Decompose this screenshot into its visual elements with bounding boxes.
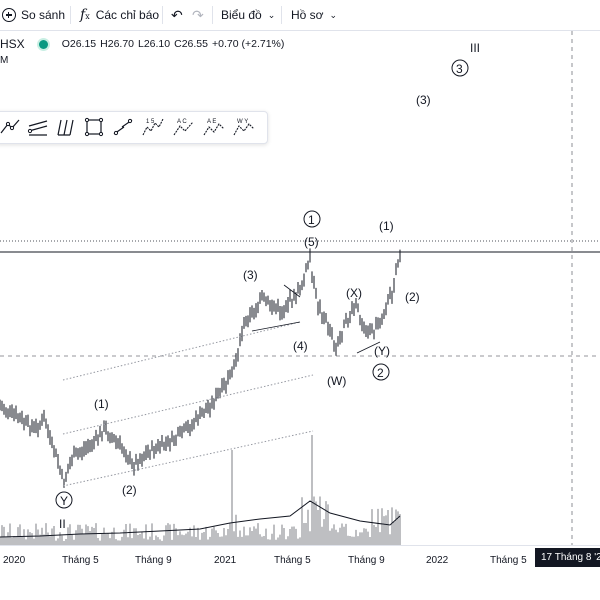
redo-icon: ↷ <box>192 6 204 23</box>
wave-label-1-right: (1) <box>379 219 394 233</box>
change-value: +0.70 (+2.71%) <box>211 38 285 50</box>
toolbar-divider <box>70 6 71 24</box>
wave-label-4: (4) <box>293 339 308 353</box>
redo-button[interactable]: ↷ <box>192 0 204 30</box>
channel-line <box>356 341 381 354</box>
wxy-tool-label: W Y <box>237 119 248 125</box>
wave-label-3-top: (3) <box>416 93 431 107</box>
volume-ma-line <box>0 500 401 538</box>
chevron-down-icon: ⌄ <box>267 9 276 20</box>
channel-line <box>62 430 314 487</box>
path-icon[interactable] <box>112 116 134 138</box>
x-axis-label: Tháng 5 <box>274 555 311 566</box>
chart-menu-button[interactable]: Biểu đồ ⌄ <box>221 0 275 30</box>
compare-button[interactable]: So sánh <box>2 0 65 30</box>
abcd-tool-label: A C <box>177 119 187 125</box>
undo-icon: ↶ <box>171 6 183 23</box>
price-chart[interactable]: III 3 (3) 1 (5) (1) (3) (X) (2) (4) (Y) … <box>0 31 600 545</box>
status-dot-icon <box>38 39 48 49</box>
abcd-pattern-icon[interactable]: A C <box>173 116 195 138</box>
profile-menu-label: Hồ sơ <box>291 8 324 22</box>
toolbar-divider <box>212 6 213 24</box>
x-axis-label: 2022 <box>426 555 449 566</box>
symbol-legend: HSX O26.15 H26.70 L26.10 C26.55 +0.70 (+… <box>0 36 284 52</box>
wave-label-X: (X) <box>346 286 362 300</box>
wave-label-1-left: (1) <box>94 397 109 411</box>
x-axis-label: Tháng 5 <box>62 555 99 566</box>
channel-line <box>62 321 301 381</box>
high-value: H26.70 <box>100 38 134 50</box>
profile-menu-button[interactable]: Hồ sơ ⌄ <box>291 0 337 30</box>
trend-line-icon[interactable] <box>0 116 21 138</box>
wave-label-III: III <box>470 41 480 55</box>
volume-bars <box>0 435 401 545</box>
bottom-bar <box>0 573 600 600</box>
time-cursor-label: 17 Tháng 8 '22 <box>535 548 600 567</box>
channel-line <box>62 374 314 435</box>
toolbar-divider <box>281 6 282 24</box>
wxy-pattern-icon[interactable]: W Y <box>233 116 255 138</box>
top-toolbar: So sánh fx Các chỉ báo ↶ ↷ Biểu đồ ⌄ Hồ … <box>0 0 600 31</box>
drawing-toolbar: 1 5 A C A E W Y <box>0 111 268 144</box>
price-candles <box>0 248 401 488</box>
toolbar-divider <box>162 6 163 24</box>
wave-labels: III 3 (3) 1 (5) (1) (3) (X) (2) (4) (Y) … <box>55 41 480 531</box>
wave-label-circle-1: 1 <box>308 213 315 227</box>
add-circle-icon <box>2 8 16 22</box>
open-value: O26.15 <box>61 38 97 50</box>
wave-label-3-mid: (3) <box>243 268 258 282</box>
wave-label-circle-Y: Y <box>60 494 68 508</box>
low-value: L26.10 <box>138 38 171 50</box>
chart-menu-label: Biểu đồ <box>221 8 262 22</box>
pitchfork-icon[interactable] <box>55 116 77 138</box>
x-axis-label: Tháng 5 <box>490 555 527 566</box>
indicators-label: Các chỉ báo <box>95 8 160 22</box>
wave-label-W: (W) <box>327 374 346 388</box>
wave-label-Y: (Y) <box>374 344 390 358</box>
compare-label: So sánh <box>21 8 66 22</box>
x-axis-label: Tháng 9 <box>135 555 172 566</box>
parallel-channel-icon[interactable] <box>27 116 49 138</box>
wave-label-II: II <box>59 517 66 531</box>
wave-label-2-left: (2) <box>122 483 137 497</box>
chevron-down-icon: ⌄ <box>329 9 338 20</box>
channel-line <box>283 284 301 298</box>
close-value: C26.55 <box>174 38 208 50</box>
elliott-impulse-icon[interactable]: 1 5 <box>142 116 164 138</box>
undo-button[interactable]: ↶ <box>171 0 183 30</box>
wave-label-5: (5) <box>304 235 319 249</box>
x-axis-label: Tháng 9 <box>348 555 385 566</box>
exchange-label[interactable]: HSX <box>0 37 25 51</box>
time-axis[interactable]: 2020 Tháng 5 Tháng 9 2021 Tháng 5 Tháng … <box>0 545 600 573</box>
wave-label-circle-3: 3 <box>456 62 463 76</box>
rectangle-icon[interactable] <box>83 116 105 138</box>
chart-drawings <box>0 31 600 545</box>
indicators-button[interactable]: fx Các chỉ báo <box>80 0 159 30</box>
ae-pattern-icon[interactable]: A E <box>203 116 225 138</box>
x-axis-label: 2021 <box>214 555 237 566</box>
interval-label: M <box>0 55 9 66</box>
x-axis-label: 2020 <box>3 555 26 566</box>
function-icon: fx <box>80 7 90 23</box>
wave-label-2-right: (2) <box>405 290 420 304</box>
impulse-tool-label: 1 5 <box>146 119 155 125</box>
channel-line <box>251 321 301 332</box>
wave-label-circle-2: 2 <box>377 366 384 380</box>
ae-tool-label: A E <box>207 119 216 125</box>
